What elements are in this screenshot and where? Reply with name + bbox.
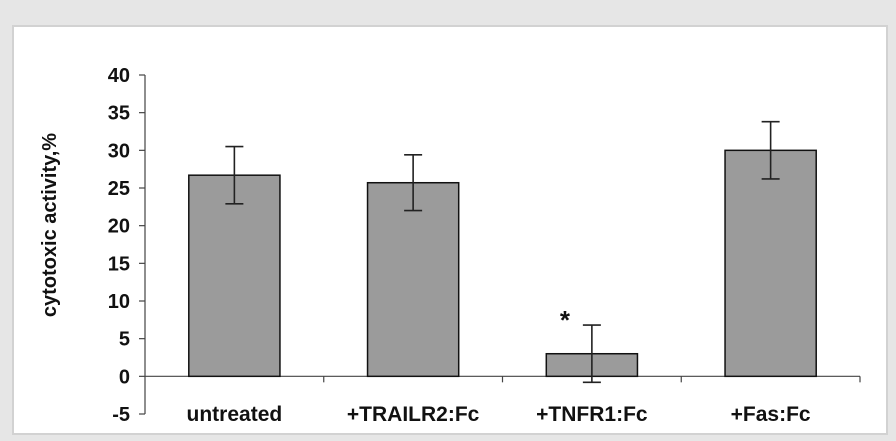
y-tick-label: 10 (108, 291, 130, 313)
x-tick-label: untreated (187, 403, 283, 426)
y-tick-label: 30 (108, 140, 130, 162)
y-tick-label: 20 (108, 216, 130, 238)
y-tick-label: -5 (112, 404, 130, 426)
x-tick-label: +Fas:Fc (731, 403, 811, 426)
y-tick-label: 25 (108, 178, 130, 200)
y-axis-label: cytotoxic activity,% (39, 133, 61, 317)
y-tick-label: 5 (119, 329, 130, 351)
y-tick-label: 40 (108, 65, 130, 87)
y-tick-label: 35 (108, 103, 130, 125)
x-tick-label: +TNFR1:Fc (536, 403, 648, 426)
bar-trailr2-fc (366, 181, 460, 378)
significance-star: * (560, 305, 571, 335)
y-tick-label: 0 (119, 366, 130, 388)
bar-untreated (188, 174, 281, 378)
x-tick-label: +TRAILR2:Fc (347, 403, 480, 426)
y-tick-label: 15 (108, 253, 130, 275)
bar-fas-fc (724, 149, 817, 378)
